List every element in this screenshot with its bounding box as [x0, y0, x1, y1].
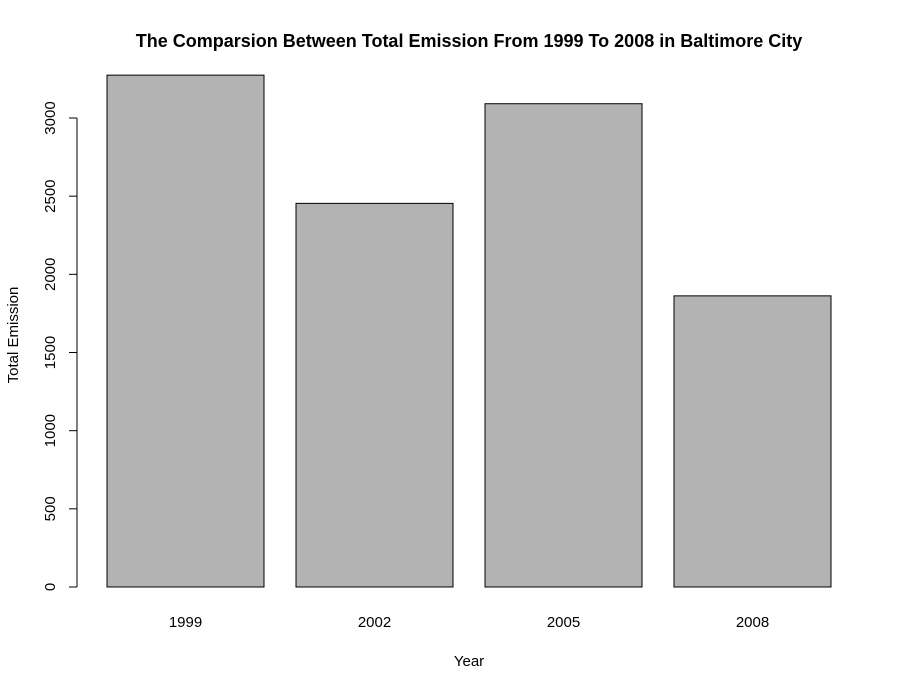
bars-group — [106, 74, 832, 588]
x-category-label: 2005 — [547, 614, 580, 631]
x-category-label: 1999 — [169, 614, 202, 631]
y-tick-label: 2500 — [42, 179, 59, 212]
chart-title: The Comparsion Between Total Emission Fr… — [136, 31, 803, 51]
category-labels: 1999 2002 2005 2008 — [169, 614, 769, 631]
y-tick-label: 1000 — [42, 414, 59, 447]
bar-2002 — [295, 202, 454, 588]
x-category-label: 2002 — [358, 614, 391, 631]
y-axis-label: Total Emission — [5, 287, 22, 384]
bar-2005 — [484, 103, 643, 588]
y-tick-label: 0 — [42, 583, 59, 591]
y-tick-label: 2000 — [42, 258, 59, 291]
y-tick-label: 3000 — [42, 101, 59, 134]
x-axis-label: Year — [454, 653, 484, 670]
bar-2008 — [673, 295, 832, 588]
y-axis: 0 500 1000 1500 2000 2500 3000 — [42, 101, 78, 591]
x-category-label: 2008 — [736, 614, 769, 631]
bar-1999 — [106, 74, 265, 588]
y-tick-label: 1500 — [42, 336, 59, 369]
y-tick-label: 500 — [42, 496, 59, 521]
